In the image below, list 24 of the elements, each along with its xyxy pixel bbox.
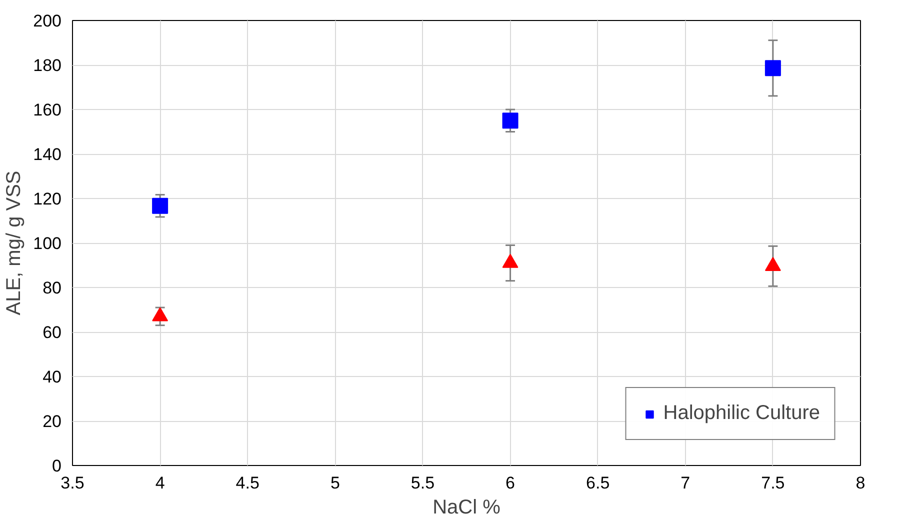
y-axis-title: ALE, mg/ g VSS: [3, 170, 26, 316]
x-tick-label: 4: [155, 474, 165, 492]
x-tick-label: 3.5: [60, 474, 84, 492]
x-tick-label: 6.5: [586, 474, 610, 492]
y-tick-label: 60: [42, 323, 62, 342]
y-tick-label: 20: [42, 412, 62, 431]
y-tick-label: 40: [42, 368, 62, 386]
y-tick-label: 80: [42, 278, 62, 298]
x-tick-label: 7: [680, 474, 690, 492]
y-tick-label: 160: [33, 100, 62, 120]
y-tick-label: 120: [33, 190, 62, 208]
y-tick-label: 140: [33, 145, 62, 164]
y-tick-label: 180: [33, 56, 62, 75]
legend-label: Halophilic Culture: [663, 402, 820, 425]
x-tick-label: 4.5: [236, 474, 260, 492]
x-tick-label: 6: [506, 474, 516, 492]
x-tick-label: 5: [330, 474, 340, 492]
y-tick-label: 200: [33, 12, 62, 30]
y-tick-label: 0: [52, 456, 62, 476]
x-tick-label: 5.5: [410, 474, 435, 492]
x-axis-title: NaCl %: [432, 496, 501, 518]
y-tick-label: 100: [33, 234, 62, 253]
x-tick-label: 8: [856, 474, 866, 492]
x-tick-label: 7.5: [761, 474, 785, 492]
